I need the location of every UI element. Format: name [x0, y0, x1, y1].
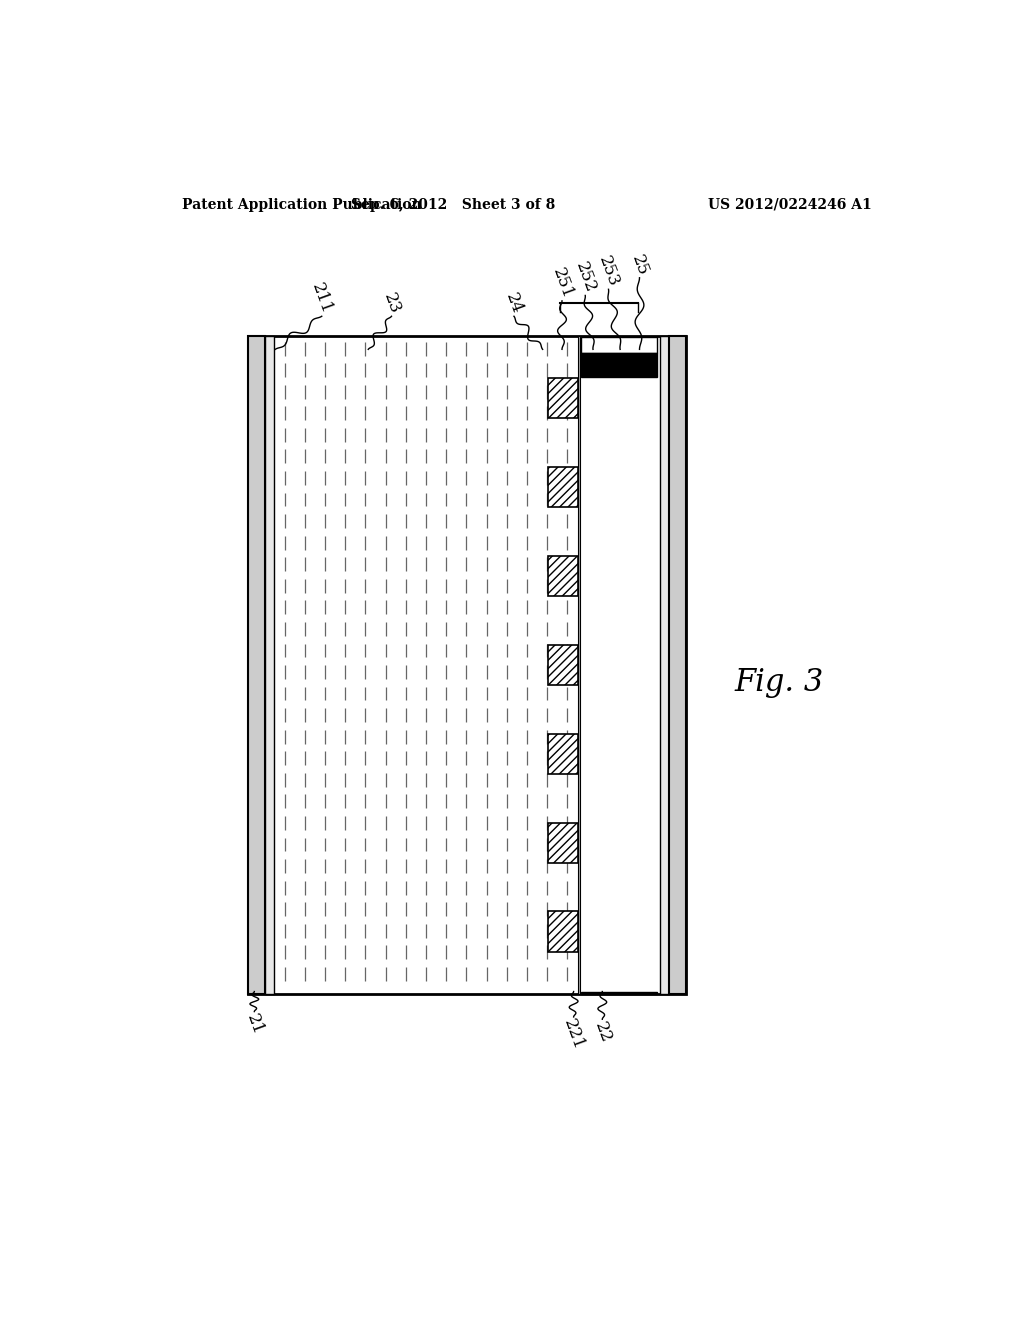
Bar: [548, 734, 578, 774]
Text: 25: 25: [628, 252, 651, 277]
Bar: [548, 644, 578, 685]
Text: 253: 253: [595, 253, 622, 289]
Bar: [659, 335, 669, 994]
Text: 221: 221: [560, 1016, 587, 1053]
Bar: [248, 335, 686, 994]
Text: 22: 22: [591, 1019, 614, 1045]
Bar: [669, 335, 686, 994]
Text: Patent Application Publication: Patent Application Publication: [182, 198, 422, 211]
Text: Sep. 6, 2012   Sheet 3 of 8: Sep. 6, 2012 Sheet 3 of 8: [351, 198, 556, 211]
Text: 211: 211: [308, 280, 335, 317]
Text: 24: 24: [503, 290, 525, 317]
Bar: [265, 335, 274, 994]
Bar: [582, 354, 657, 378]
Text: 23: 23: [380, 290, 403, 317]
Bar: [548, 378, 578, 418]
Text: 251: 251: [549, 265, 575, 301]
Text: 21: 21: [243, 1011, 266, 1038]
Bar: [548, 556, 578, 595]
Bar: [548, 822, 578, 862]
Bar: [582, 991, 657, 993]
Bar: [248, 335, 265, 994]
Bar: [548, 911, 578, 952]
Bar: [548, 467, 578, 507]
Text: 252: 252: [571, 260, 599, 296]
Text: Fig. 3: Fig. 3: [734, 667, 823, 697]
Text: US 2012/0224246 A1: US 2012/0224246 A1: [709, 198, 872, 211]
Bar: [582, 337, 657, 354]
Bar: [578, 335, 580, 994]
